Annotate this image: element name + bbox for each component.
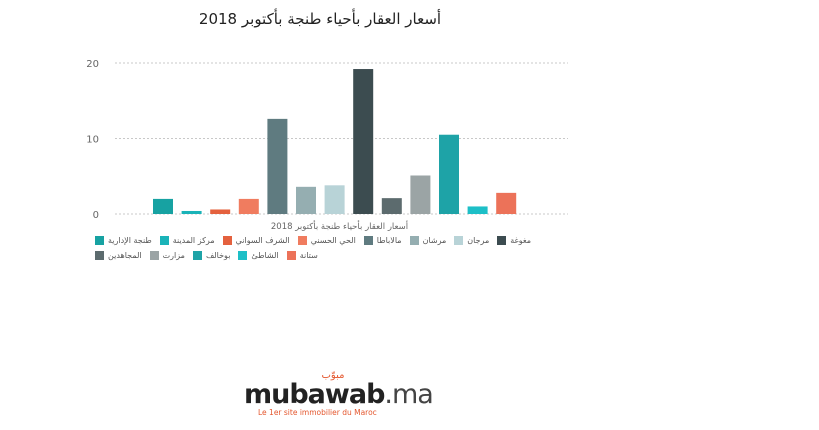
bar[interactable] xyxy=(181,210,202,214)
legend-label: ستانة xyxy=(299,251,318,260)
legend-label: الشرف السواني xyxy=(235,236,290,245)
bar[interactable] xyxy=(439,134,459,214)
legend-swatch xyxy=(159,236,169,245)
legend-item[interactable]: مزارت xyxy=(149,251,185,260)
legend-label: مزارت xyxy=(162,251,185,260)
legend-label: الحي الحسني xyxy=(310,236,356,245)
legend-swatch xyxy=(95,236,104,245)
logo-wordmark: mubawab.ma xyxy=(244,379,434,410)
legend-swatch xyxy=(149,251,159,260)
legend-item[interactable]: مالاباطا xyxy=(363,236,402,245)
legend-item[interactable]: مرشان xyxy=(409,236,447,245)
y-tick-label: 0 xyxy=(93,210,99,221)
legend-item[interactable]: طنجة الإدارية xyxy=(95,236,152,245)
bar-chart: 0 10 20 أسعار العقار بأحياء طنجة بأكتوبر 20… xyxy=(86,59,568,232)
bar[interactable] xyxy=(238,198,259,214)
legend-swatch xyxy=(409,236,419,245)
bar[interactable] xyxy=(353,69,374,214)
bar[interactable] xyxy=(496,192,517,214)
legend-label: مغوغة xyxy=(510,236,531,245)
legend-label: الشاطئ xyxy=(251,251,279,260)
legend-label: طنجة الإدارية xyxy=(108,236,152,245)
chart-title: أسعار العقار بأحياء طنجة بأكتوبر 2018 xyxy=(198,10,442,28)
bar[interactable] xyxy=(210,209,231,214)
legend-swatch xyxy=(454,236,464,245)
legend-item[interactable]: الشاطئ xyxy=(238,251,279,260)
bar[interactable] xyxy=(296,186,316,214)
legend-swatch xyxy=(95,251,104,260)
bar[interactable] xyxy=(410,175,431,214)
legend-label: بوخالف xyxy=(205,251,231,260)
legend-item[interactable]: الشرف السواني xyxy=(222,236,290,245)
legend-swatch xyxy=(286,251,296,260)
bar[interactable] xyxy=(381,198,402,214)
legend-item[interactable]: مرجان xyxy=(454,236,489,245)
legend-swatch xyxy=(363,236,373,245)
y-tick-label: 20 xyxy=(86,59,99,70)
legend-label: مرجان xyxy=(467,236,490,245)
legend-swatch xyxy=(222,236,232,245)
legend-item[interactable]: الحي الحسني xyxy=(297,236,356,245)
y-tick-label: 10 xyxy=(86,135,99,146)
logo-tagline: Le 1er site immobilier du Maroc xyxy=(258,408,377,417)
legend-label: مركز المدينة xyxy=(172,236,215,245)
legend-swatch xyxy=(192,251,202,260)
logo-suffix: .ma xyxy=(384,379,433,410)
logo-main-text: mubawab xyxy=(244,379,385,410)
x-axis-label: أسعار العقار بأحياء طنجة بأكتوبر 2018 xyxy=(271,220,408,232)
legend-item[interactable]: مغوغة xyxy=(497,236,531,245)
legend-item[interactable]: ستانة xyxy=(286,251,318,260)
bar[interactable] xyxy=(267,118,288,214)
bar[interactable] xyxy=(324,185,345,214)
legend-label: مالاباطا xyxy=(376,236,402,245)
legend-swatch xyxy=(238,251,248,260)
logo-arabic-text: مبوّب xyxy=(321,370,345,381)
legend-item[interactable]: بوخالف xyxy=(192,251,231,260)
legend-label: مرشان xyxy=(422,236,447,245)
bar[interactable] xyxy=(467,206,488,214)
legend-item[interactable]: مركز المدينة xyxy=(159,236,215,245)
bar[interactable] xyxy=(153,198,173,214)
legend-swatch xyxy=(297,236,307,245)
legend-swatch xyxy=(497,236,507,245)
chart-legend: طنجة الإدارية مركز المدينة الشرف السواني ال… xyxy=(95,236,565,260)
legend-label: المجاهدين xyxy=(108,251,142,260)
mubawab-logo[interactable]: مبوّب mubawab.ma Le 1er site immobilier … xyxy=(244,370,434,417)
legend-item[interactable]: المجاهدين xyxy=(95,251,142,260)
